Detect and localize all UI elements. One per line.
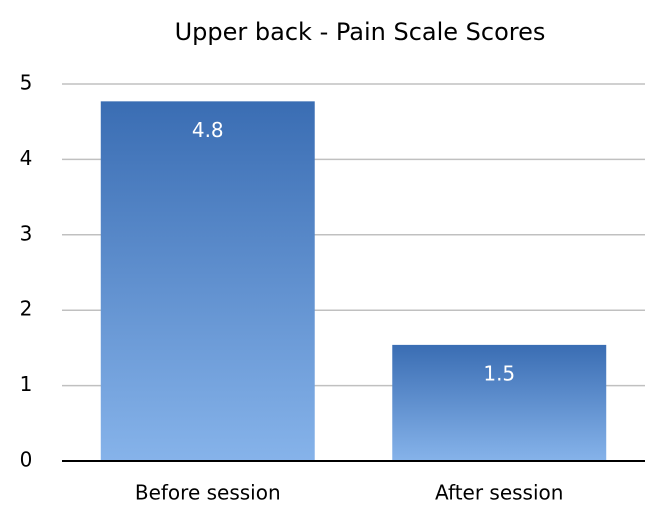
chart-title: Upper back - Pain Scale Scores [175, 18, 546, 46]
x-tick-label: After session [435, 481, 563, 505]
data-label: 4.8 [192, 118, 224, 142]
x-tick-label: Before session [135, 481, 281, 505]
y-tick-label: 0 [20, 448, 33, 472]
bar [100, 101, 315, 461]
y-tick-label: 2 [20, 297, 33, 321]
y-tick-label: 3 [20, 221, 33, 245]
y-tick-label: 1 [20, 372, 33, 396]
bar [392, 344, 607, 461]
data-label: 1.5 [483, 361, 515, 385]
y-tick-label: 4 [20, 146, 33, 170]
y-tick-label: 5 [20, 71, 33, 95]
